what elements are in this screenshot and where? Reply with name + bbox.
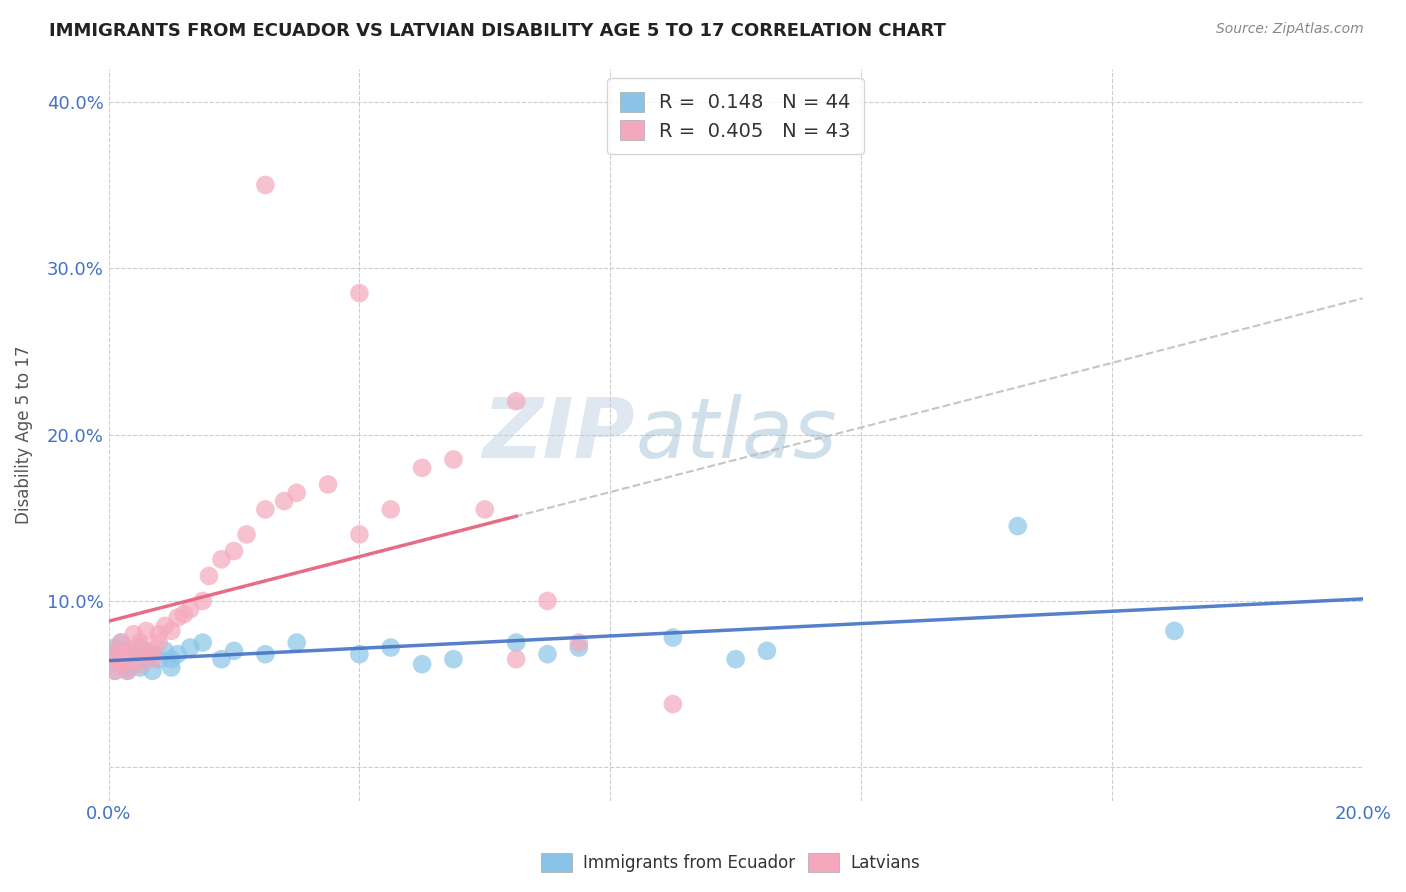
Point [505, 652, 527, 666]
Point [104, 652, 127, 666]
Point [191, 635, 214, 649]
Point [141, 664, 163, 678]
Point [349, 286, 371, 301]
Point [104, 644, 127, 658]
Point [222, 544, 245, 558]
Text: Source: ZipAtlas.com: Source: ZipAtlas.com [1216, 22, 1364, 37]
Point [104, 664, 127, 678]
Point [505, 394, 527, 409]
Point [110, 652, 132, 666]
Point [141, 644, 163, 658]
Point [110, 657, 132, 672]
Point [129, 640, 152, 655]
Point [755, 644, 778, 658]
Point [273, 494, 295, 508]
Point [1007, 519, 1029, 533]
Point [179, 602, 201, 616]
Y-axis label: Disability Age 5 to 17: Disability Age 5 to 17 [15, 345, 32, 524]
Point [153, 644, 176, 658]
Point [568, 635, 591, 649]
Point [122, 652, 145, 666]
Point [129, 635, 152, 649]
Point [285, 635, 308, 649]
Point [122, 627, 145, 641]
Point [254, 178, 277, 192]
Point [117, 664, 139, 678]
Legend: R =  0.148   N = 44, R =  0.405   N = 43: R = 0.148 N = 44, R = 0.405 N = 43 [607, 78, 865, 154]
Point [117, 644, 139, 658]
Point [662, 697, 685, 711]
Point [179, 640, 201, 655]
Point [166, 647, 188, 661]
Point [198, 569, 221, 583]
Point [135, 624, 157, 638]
Point [166, 610, 188, 624]
Point [254, 502, 277, 516]
Point [110, 644, 132, 658]
Text: ZIP: ZIP [482, 394, 636, 475]
Point [443, 652, 465, 666]
Point [117, 647, 139, 661]
Point [536, 594, 558, 608]
Point [380, 502, 402, 516]
Point [117, 652, 139, 666]
Point [110, 647, 132, 661]
Point [568, 640, 591, 655]
Point [411, 460, 433, 475]
Point [211, 652, 233, 666]
Point [129, 660, 152, 674]
Point [505, 635, 527, 649]
Point [285, 485, 308, 500]
Point [129, 647, 152, 661]
Point [254, 647, 277, 661]
Point [222, 644, 245, 658]
Point [129, 657, 152, 672]
Point [117, 652, 139, 666]
Point [235, 527, 257, 541]
Point [1163, 624, 1185, 638]
Point [536, 647, 558, 661]
Point [148, 635, 170, 649]
Point [191, 594, 214, 608]
Point [211, 552, 233, 566]
Point [110, 657, 132, 672]
Point [110, 635, 132, 649]
Point [148, 627, 170, 641]
Point [122, 657, 145, 672]
Point [316, 477, 339, 491]
Point [160, 624, 183, 638]
Point [474, 502, 496, 516]
Text: IMMIGRANTS FROM ECUADOR VS LATVIAN DISABILITY AGE 5 TO 17 CORRELATION CHART: IMMIGRANTS FROM ECUADOR VS LATVIAN DISAB… [49, 22, 946, 40]
Point [104, 640, 127, 655]
Text: atlas: atlas [636, 394, 837, 475]
Point [129, 640, 152, 655]
Point [141, 652, 163, 666]
Point [153, 619, 176, 633]
Point [160, 652, 183, 666]
Point [380, 640, 402, 655]
Point [411, 657, 433, 672]
Point [117, 664, 139, 678]
Point [148, 652, 170, 666]
Point [443, 452, 465, 467]
Point [349, 647, 371, 661]
Point [349, 527, 371, 541]
Point [135, 644, 157, 658]
Text: Immigrants from Ecuador: Immigrants from Ecuador [583, 854, 796, 871]
Point [160, 660, 183, 674]
Point [104, 647, 127, 661]
Point [110, 635, 132, 649]
Point [724, 652, 747, 666]
Text: Latvians: Latvians [851, 854, 921, 871]
Point [104, 664, 127, 678]
Point [662, 631, 685, 645]
Point [141, 647, 163, 661]
Point [135, 652, 157, 666]
Point [117, 660, 139, 674]
Point [173, 607, 195, 622]
Point [122, 652, 145, 666]
Point [122, 644, 145, 658]
Point [135, 647, 157, 661]
